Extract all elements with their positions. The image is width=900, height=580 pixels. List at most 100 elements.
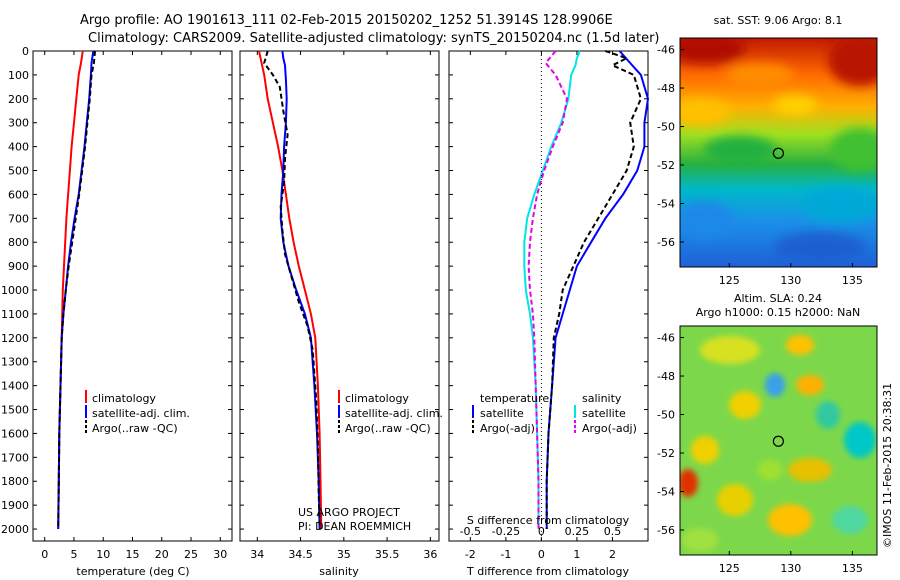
series-line-salinity-satellite bbox=[523, 50, 581, 529]
map-y-tick-label: -50 bbox=[657, 409, 675, 422]
map-y-tick-label: -46 bbox=[657, 44, 675, 57]
map-y-tick-label: -54 bbox=[657, 197, 675, 210]
y-tick-label: 800 bbox=[8, 236, 29, 249]
sst-map-frame bbox=[679, 37, 878, 268]
legend-temp-satellite: satellite bbox=[480, 407, 524, 420]
series-line-satellite-adj-clim- bbox=[279, 50, 321, 530]
legend-sal-argo: Argo(-adj) bbox=[582, 422, 637, 435]
y-tick-label: 1300 bbox=[1, 356, 29, 369]
figure-title-line1: Argo profile: AO 1901613_111 02-Feb-2015… bbox=[80, 13, 613, 28]
legend-temp-argo: Argo(-adj) bbox=[480, 422, 535, 435]
y-tick-label: 600 bbox=[8, 188, 29, 201]
sla-map-title-line1: Altim. SLA: 0.24 bbox=[734, 292, 822, 305]
x-tick-label: 2 bbox=[609, 548, 616, 561]
y-tick-label: 1400 bbox=[1, 380, 29, 393]
sla-map-title-line2: Argo h1000: 0.15 h2000: NaN bbox=[696, 306, 861, 319]
x-tick-label: 36 bbox=[423, 548, 437, 561]
y-tick-label: 1500 bbox=[1, 404, 29, 417]
credit-line1: US ARGO PROJECT bbox=[298, 506, 400, 519]
argo-location-marker-sst bbox=[772, 147, 784, 159]
legend-temperature-header: temperature bbox=[480, 392, 549, 405]
s-tick-label: 0.5 bbox=[604, 525, 622, 538]
map-y-tick-label: -46 bbox=[657, 332, 675, 345]
x-tick-label: 34.5 bbox=[288, 548, 313, 561]
y-tick-label: 1600 bbox=[1, 427, 29, 440]
map-y-tick-label: -48 bbox=[657, 82, 675, 95]
map-x-tick-label: 125 bbox=[719, 562, 740, 575]
sla-map-frame bbox=[679, 325, 878, 556]
salinity-plot-frame bbox=[239, 50, 440, 542]
x-tick-label: -1 bbox=[500, 548, 511, 561]
x-tick-label: 1 bbox=[573, 548, 580, 561]
x-tick-label: 20 bbox=[155, 548, 169, 561]
argo-location-marker-sla bbox=[772, 435, 784, 447]
imos-stamp: ©IMOS 11-Feb-2015 20:38:31 bbox=[881, 383, 894, 548]
y-tick-label: 2000 bbox=[1, 523, 29, 536]
sla-map-panel: Altim. SLA: 0.24 Argo h1000: 0.15 h2000:… bbox=[657, 292, 878, 575]
credit-line2: PI: DEAN ROEMMICH bbox=[298, 520, 411, 533]
sst-map-panel: sat. SST: 9.06 Argo: 8.1 125 130 135 -46 -48… bbox=[657, 14, 878, 287]
map-x-tick-label: 135 bbox=[842, 274, 863, 287]
series-line-temperature-argo-adj- bbox=[545, 50, 642, 529]
map-y-tick-label: -54 bbox=[657, 485, 675, 498]
map-x-tick-label: 130 bbox=[780, 274, 801, 287]
sst-map-title: sat. SST: 9.06 Argo: 8.1 bbox=[714, 14, 843, 27]
legend-satellite-adj: satellite-adj. clim. bbox=[345, 407, 443, 420]
y-tick-label: 1200 bbox=[1, 332, 29, 345]
y-tick-label: 900 bbox=[8, 260, 29, 273]
y-tick-label: 300 bbox=[8, 117, 29, 130]
x-tick-label: 35 bbox=[337, 548, 351, 561]
x-tick-label: 35.5 bbox=[375, 548, 400, 561]
map-y-tick-label: -48 bbox=[657, 370, 675, 383]
y-tick-label: 1900 bbox=[1, 499, 29, 512]
salinity-legend: climatology satellite-adj. clim. Argo(..… bbox=[338, 390, 443, 435]
y-tick-label: 1100 bbox=[1, 308, 29, 321]
y-tick-label: 500 bbox=[8, 165, 29, 178]
legend-sal-satellite: satellite bbox=[582, 407, 626, 420]
legend-satellite-adj: satellite-adj. clim. bbox=[92, 407, 190, 420]
x-tick-label: -2 bbox=[465, 548, 476, 561]
y-tick-label: 700 bbox=[8, 212, 29, 225]
map-x-tick-label: 135 bbox=[842, 562, 863, 575]
legend-salinity-header: salinity bbox=[582, 392, 622, 405]
legend-argo: Argo(..raw -QC) bbox=[92, 422, 178, 435]
difference-s-xlabel: S difference from climatology bbox=[467, 514, 630, 527]
x-tick-label: 25 bbox=[184, 548, 198, 561]
sla-heatmap bbox=[680, 326, 877, 555]
difference-legend: temperature satellite Argo(-adj) salinit… bbox=[472, 392, 637, 435]
y-tick-label: 1800 bbox=[1, 475, 29, 488]
y-tick-label: 0 bbox=[22, 45, 29, 58]
x-tick-label: 34 bbox=[250, 548, 264, 561]
series-line-climatology bbox=[57, 50, 84, 530]
series-line-climatology bbox=[258, 50, 323, 530]
figure-title-line2: Climatology: CARS2009. Satellite-adjuste… bbox=[88, 31, 660, 46]
s-tick-label: -0.25 bbox=[492, 525, 520, 538]
temperature-xlabel: temperature (deg C) bbox=[76, 565, 189, 578]
map-y-tick-label: -56 bbox=[657, 524, 675, 537]
y-tick-label: 200 bbox=[8, 93, 29, 106]
x-tick-label: 5 bbox=[70, 548, 77, 561]
legend-climatology: climatology bbox=[92, 392, 156, 405]
temperature-legend: climatology satellite-adj. clim. Argo(..… bbox=[85, 390, 190, 435]
sst-heatmap bbox=[680, 38, 877, 267]
temperature-profile-panel: 0 5 10 15 20 25 300100200300400500600700800900… bbox=[1, 45, 233, 578]
s-tick-label: -0.5 bbox=[460, 525, 481, 538]
y-tick-label: 400 bbox=[8, 141, 29, 154]
series-line-argo-raw-qc- bbox=[263, 50, 321, 530]
difference-plot-frame bbox=[448, 50, 649, 542]
legend-argo: Argo(..raw -QC) bbox=[345, 422, 431, 435]
map-x-tick-label: 130 bbox=[780, 562, 801, 575]
legend-climatology: climatology bbox=[345, 392, 409, 405]
x-tick-label: 0 bbox=[538, 548, 545, 561]
map-y-tick-label: -52 bbox=[657, 447, 675, 460]
map-y-tick-label: -56 bbox=[657, 236, 675, 249]
x-tick-label: 0 bbox=[41, 548, 48, 561]
x-tick-label: 30 bbox=[213, 548, 227, 561]
y-tick-label: 1700 bbox=[1, 451, 29, 464]
s-tick-label: 0.25 bbox=[565, 525, 590, 538]
series-line-argo-raw-qc- bbox=[57, 50, 96, 530]
map-y-tick-label: -52 bbox=[657, 159, 675, 172]
y-tick-label: 1000 bbox=[1, 284, 29, 297]
